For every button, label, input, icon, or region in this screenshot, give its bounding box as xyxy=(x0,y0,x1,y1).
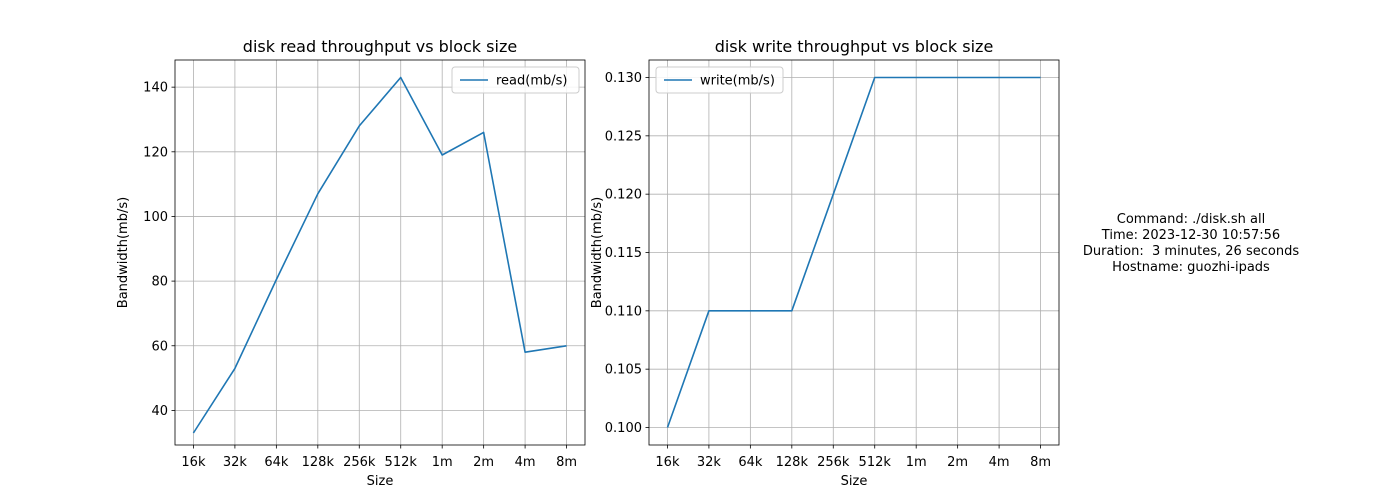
x-tick-label: 4m xyxy=(515,455,536,470)
y-tick-label: 100 xyxy=(143,210,168,225)
y-axis-label: Bandwidth(mb/s) xyxy=(116,197,131,308)
y-tick-label: 60 xyxy=(151,339,168,354)
chart-title: disk read throughput vs block size xyxy=(243,37,517,56)
write-series-line xyxy=(666,76,1041,428)
x-tick-label: 32k xyxy=(697,455,722,470)
x-tick-label: 8m xyxy=(1030,455,1051,470)
y-tick-label: 0.125 xyxy=(605,129,642,144)
legend: write(mb/s) xyxy=(655,66,784,94)
chart-title: disk write throughput vs block size xyxy=(715,37,994,56)
y-axis-label: Bandwidth(mb/s) xyxy=(590,197,605,308)
legend-box xyxy=(655,66,784,94)
x-tick-label: 1m xyxy=(906,455,927,470)
plot-area xyxy=(175,60,585,445)
run-info-panel: Command: ./disk.sh all Time: 2023-12-30 … xyxy=(1060,212,1322,276)
read-chart: 16k 32k 64k 128k 256k 512k 1m 2m 4m 8m 40 60 80 100 12… xyxy=(116,37,586,489)
x-tick-label: 1m xyxy=(432,455,453,470)
y-tick-label: 40 xyxy=(151,404,168,419)
x-tick-label: 128k xyxy=(302,455,335,470)
y-tick-label: 0.100 xyxy=(605,421,642,436)
legend-box xyxy=(451,66,580,94)
read-series-line xyxy=(192,76,567,434)
x-axis-label: Size xyxy=(367,474,394,489)
y-tick-label: 0.130 xyxy=(605,71,642,86)
axes-frame xyxy=(648,59,1060,446)
y-tick-label: 0.120 xyxy=(605,188,642,203)
x-tick-label: 2m xyxy=(473,455,494,470)
y-tick-label: 0.115 xyxy=(605,246,642,261)
x-tick-label: 512k xyxy=(859,455,892,470)
axes-frame xyxy=(174,59,586,446)
hostname-text: Hostname: guozhi-ipads xyxy=(1112,260,1270,275)
x-tick-label: 512k xyxy=(385,455,418,470)
time-text: Time: 2023-12-30 10:57:56 xyxy=(1101,228,1281,243)
legend-label: write(mb/s) xyxy=(700,74,775,89)
x-axis-label: Size xyxy=(841,474,868,489)
x-tick-label: 128k xyxy=(776,455,809,470)
x-tick-label: 8m xyxy=(556,455,577,470)
y-tick-label: 140 xyxy=(143,81,168,96)
legend: read(mb/s) xyxy=(451,66,580,94)
legend-label: read(mb/s) xyxy=(496,74,568,89)
x-tick-label: 4m xyxy=(989,455,1010,470)
y-tick-label: 0.105 xyxy=(605,363,642,378)
write-chart: 16k 32k 64k 128k 256k 512k 1m 2m 4m 8m 0.100 0.105 0… xyxy=(590,37,1060,489)
x-tick-label: 16k xyxy=(655,455,680,470)
x-tick-label: 256k xyxy=(817,455,850,470)
duration-text: Duration: 3 minutes, 26 seconds xyxy=(1082,244,1300,259)
y-tick-label: 0.110 xyxy=(605,304,642,319)
y-tick-label: 80 xyxy=(151,275,168,290)
x-tick-label: 16k xyxy=(181,455,206,470)
x-tick-label: 32k xyxy=(223,455,248,470)
x-tick-label: 64k xyxy=(738,455,763,470)
y-tick-label: 120 xyxy=(143,145,168,160)
x-tick-label: 2m xyxy=(947,455,968,470)
x-tick-label: 256k xyxy=(343,455,376,470)
x-tick-label: 64k xyxy=(264,455,289,470)
command-text: Command: ./disk.sh all xyxy=(1116,212,1266,227)
